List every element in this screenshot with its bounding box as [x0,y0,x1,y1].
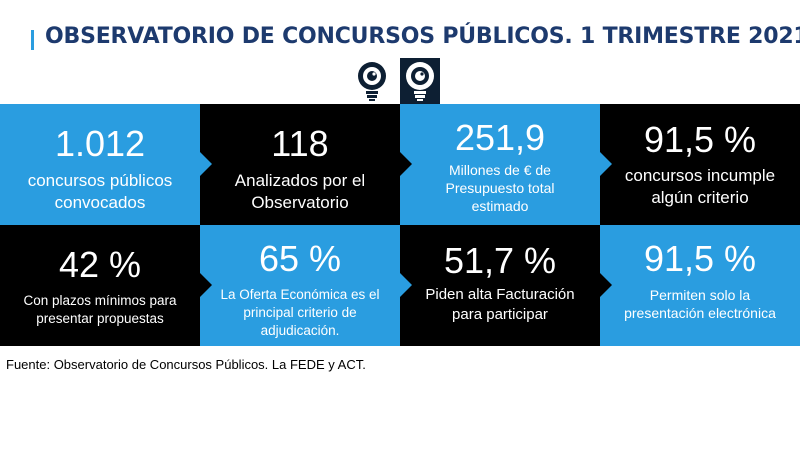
stat-value: 91,5 % [643,238,757,279]
stat-label-line: Observatorio [251,193,349,212]
stat-label-line: algún criterio [651,188,749,207]
stat-label-line: Con plazos mínimos para [23,293,177,308]
stat-tile-incumple: 91,5 % concursos incumple algún criterio [600,104,800,225]
stat-value: 65 % [258,238,342,279]
stat-tile-presupuesto: 251,9 Millones de € de Presupuesto total… [400,104,612,225]
tile-arrow [200,152,212,176]
stat-label-line: concursos incumple [624,166,776,185]
stat-label-line: Presupuesto total [445,180,555,196]
tile-arrow [600,152,612,176]
tile-arrow [400,273,412,297]
stats-grid: 1.012 concursos públicos convocados 118 … [0,104,800,346]
tile-arrow [200,273,212,297]
stat-value: 42 % [58,244,142,285]
stat-tile-analizados: 118 Analizados por el Observatorio [200,104,412,225]
stat-value: 118 [271,123,329,164]
stat-label-line: concursos públicos [27,171,173,190]
page-title: OBSERVATORIO DE CONCURSOS PÚBLICOS. 1 TR… [45,24,800,49]
lightbulb-eye-icon [406,62,434,101]
stat-label-line: Permiten solo la [649,287,751,303]
lightbulb-eye-icon [358,62,386,101]
stat-value: 251,9 [454,117,546,158]
stat-tile-plazos: 42 % Con plazos mínimos para presentar p… [0,225,212,346]
stat-label-line: Millones de € de [449,162,551,178]
tile-arrow [400,152,412,176]
stat-label-line: principal criterio de [243,305,357,320]
stat-label-line: para participar [452,306,548,323]
stat-label-line: convocados [54,193,146,212]
stat-label-line: Piden alta Facturación [425,286,575,303]
stat-value: 91,5 % [643,119,757,160]
stat-tile-electronica: 91,5 % Permiten solo la presentación ele… [600,225,800,346]
stat-label-line: presentar propuestas [36,311,164,326]
stat-label-line: Analizados por el [234,171,366,190]
stat-label-line: estimado [471,198,529,214]
stat-label-line: adjudicación. [260,323,340,338]
tile-arrow [600,273,612,297]
stat-label-line: presentación electrónica [624,305,776,321]
source-note: Fuente: Observatorio de Concursos Públic… [6,357,366,372]
stat-value: 1.012 [54,123,146,164]
title-accent-bar [31,30,34,50]
stat-value: 51,7 % [443,240,557,281]
stat-tile-convocados: 1.012 concursos públicos convocados [0,104,212,225]
stat-label-line: La Oferta Económica es el [220,287,380,302]
stat-tile-oferta-economica: 65 % La Oferta Económica es el principal… [200,225,412,346]
stat-tile-facturacion: 51,7 % Piden alta Facturación para parti… [400,225,612,346]
